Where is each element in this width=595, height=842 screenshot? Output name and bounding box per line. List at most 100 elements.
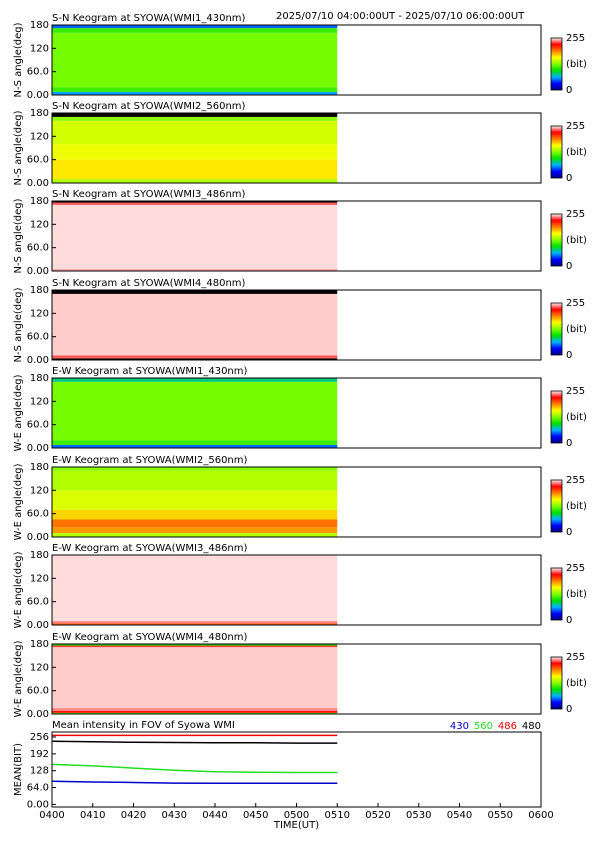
- y-tick-label: 120: [30, 573, 49, 584]
- colorbar-label: (bit): [566, 678, 587, 689]
- y-axis-label: N-S angle(deg): [13, 198, 24, 273]
- time-range-header: 2025/07/10 04:00:00UT - 2025/07/10 06:00…: [276, 11, 525, 22]
- y-tick-label: 60.0: [27, 67, 49, 78]
- y-tick-label: 60.0: [27, 420, 49, 431]
- keogram-cell: [52, 645, 338, 648]
- keogram-cell: [52, 87, 338, 92]
- y-tick-label: 120: [30, 43, 49, 54]
- keogram-cell: [52, 202, 338, 205]
- keogram-cell: [52, 644, 338, 646]
- keogram-cell: [52, 708, 338, 711]
- plot-frame: [51, 289, 542, 361]
- colorbar-tick-label: 0: [566, 85, 572, 96]
- y-tick-label: 60.0: [27, 155, 49, 166]
- colorbar-tick-label: 255: [566, 563, 585, 574]
- y-tick-label: 180: [30, 108, 49, 119]
- mean-line: [52, 780, 338, 785]
- colorbar-tick-label: 255: [566, 652, 585, 663]
- x-tick-label: 0440: [202, 810, 227, 821]
- y-tick-label: 60.0: [27, 332, 49, 343]
- keogram-cell: [52, 712, 338, 714]
- colorbar-label: (bit): [566, 589, 587, 600]
- colorbar-tick-label: 0: [566, 350, 572, 361]
- colorbar: [550, 37, 563, 91]
- legend-entry: 560: [474, 721, 493, 732]
- keogram-cell: [52, 32, 338, 88]
- x-axis-label: TIME(UT): [273, 820, 319, 831]
- y-tick-label: 120: [30, 219, 49, 230]
- x-tick-label: 0540: [447, 810, 472, 821]
- keogram-cell: [52, 91, 338, 95]
- y-tick-label: 192: [30, 749, 49, 760]
- y-axis-label: N-S angle(deg): [13, 287, 24, 362]
- y-tick-label: 0.00: [27, 90, 49, 101]
- colorbar-tick-label: 255: [566, 475, 585, 486]
- plot-frame: [51, 112, 542, 184]
- keogram-cell: [52, 710, 338, 713]
- plot-frame: [51, 731, 542, 808]
- y-tick-label: 120: [30, 308, 49, 319]
- legend-entry: 430: [450, 721, 469, 732]
- keogram-cell: [52, 28, 338, 33]
- colorbar-tick-label: 255: [566, 386, 585, 397]
- plot-frame: [51, 643, 542, 715]
- keogram-cell: [52, 201, 338, 203]
- y-tick-label: 120: [30, 662, 49, 673]
- plot-frame: [51, 24, 542, 96]
- y-tick-label: 0.00: [27, 443, 49, 454]
- x-tick-label: 0430: [162, 810, 187, 821]
- y-axis-label: W-E angle(deg): [13, 640, 24, 717]
- y-tick-label: 120: [30, 485, 49, 496]
- plot-frame: [51, 466, 542, 538]
- keogram-cell: [52, 378, 338, 382]
- keogram-cell: [52, 533, 338, 537]
- colorbar: [550, 125, 563, 179]
- keogram-cell: [52, 290, 338, 294]
- y-tick-label: 60.0: [27, 597, 49, 608]
- keogram-cell: [52, 25, 338, 29]
- x-tick-label: 0550: [488, 810, 513, 821]
- y-tick-label: 0.00: [27, 355, 49, 366]
- panel-title: S-N Keogram at SYOWA(WMI4_480nm): [52, 278, 246, 289]
- y-tick-label: 64.0: [27, 783, 49, 794]
- plot-frame: [51, 377, 542, 449]
- colorbar-label: (bit): [566, 147, 587, 158]
- keogram-cell: [52, 647, 338, 709]
- colorbar: [550, 302, 563, 356]
- y-tick-label: 180: [30, 373, 49, 384]
- x-tick-label: 0530: [406, 810, 431, 821]
- panel-title: S-N Keogram at SYOWA(WMI3_486nm): [52, 189, 246, 200]
- y-tick-label: 180: [30, 550, 49, 561]
- panel-title: Mean intensity in FOV of Syowa WMI: [52, 720, 235, 731]
- y-tick-label: 0.00: [27, 709, 49, 720]
- x-tick-label: 0600: [528, 810, 553, 821]
- keogram-cell: [52, 116, 338, 121]
- y-tick-label: 180: [30, 639, 49, 650]
- colorbar-tick-label: 0: [566, 704, 572, 715]
- y-tick-label: 60.0: [27, 686, 49, 697]
- y-tick-label: 180: [30, 20, 49, 31]
- colorbar-tick-label: 0: [566, 438, 572, 449]
- colorbar-label: (bit): [566, 501, 587, 512]
- keogram-cell: [52, 113, 338, 117]
- keogram-cell: [52, 509, 338, 520]
- mean-line: [52, 763, 338, 774]
- colorbar-label: (bit): [566, 59, 587, 70]
- y-tick-label: 120: [30, 131, 49, 142]
- keogram-cell: [52, 144, 338, 160]
- x-tick-label: 0400: [39, 810, 64, 821]
- y-axis-label: N-S angle(deg): [13, 110, 24, 185]
- keogram-cell: [52, 440, 338, 445]
- colorbar-tick-label: 255: [566, 209, 585, 220]
- y-axis-label: MEAN(BIT): [13, 743, 24, 796]
- y-tick-label: 180: [30, 285, 49, 296]
- colorbar-tick-label: 255: [566, 298, 585, 309]
- colorbar-tick-label: 255: [566, 33, 585, 44]
- y-axis-label: N-S angle(deg): [13, 22, 24, 97]
- keogram-cell: [52, 381, 338, 441]
- y-tick-label: 256: [30, 732, 49, 743]
- colorbar: [550, 479, 563, 533]
- colorbar-tick-label: 255: [566, 121, 585, 132]
- panel-title: E-W Keogram at SYOWA(WMI1_430nm): [52, 366, 248, 377]
- x-tick-label: 0410: [80, 810, 105, 821]
